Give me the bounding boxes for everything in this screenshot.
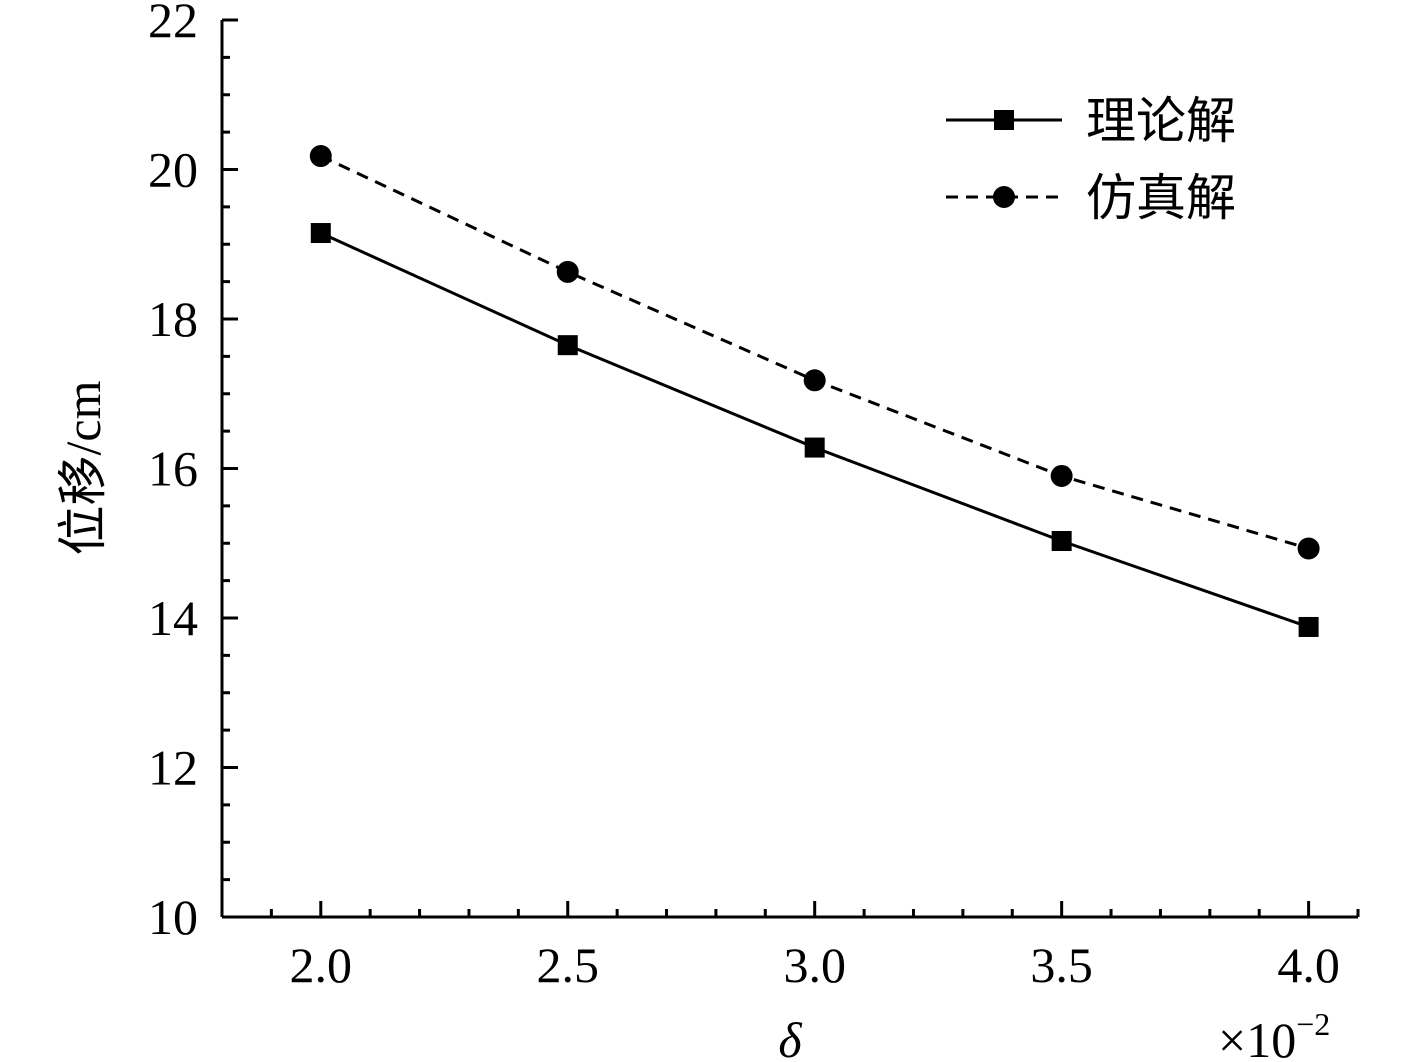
legend-label: 理论解 (1086, 93, 1236, 149)
y-tick-label: 20 (148, 142, 198, 198)
x-tick-label: 3.5 (1030, 937, 1093, 993)
data-point (556, 260, 579, 283)
x-axis-title: δ (778, 1012, 802, 1062)
data-point (804, 437, 825, 458)
x-tick-label: 4.0 (1277, 937, 1340, 993)
series-2 (309, 145, 1320, 560)
x-axis-multiplier: ×10−2 (1218, 1006, 1330, 1062)
data-point (309, 145, 332, 168)
data-point (1298, 616, 1319, 637)
series-layer (309, 145, 1320, 637)
y-tick-label: 18 (148, 291, 198, 347)
y-axis-ticks: 10 12 14 16 18 20 22 (148, 0, 238, 945)
legend-marker (994, 110, 1014, 130)
x-multiplier-base: ×10 (1218, 1012, 1296, 1062)
data-point (1050, 464, 1073, 487)
y-tick-label: 14 (148, 590, 198, 646)
y-axis-title: 位移/cm (55, 380, 111, 555)
x-multiplier-exponent: −2 (1296, 1006, 1330, 1042)
data-point (310, 223, 331, 244)
x-tick-label: 2.0 (290, 937, 353, 993)
data-point (803, 369, 826, 392)
legend-label: 仿真解 (1086, 170, 1236, 226)
data-point (1051, 531, 1072, 552)
series-line (320, 231, 1310, 629)
legend-marker (993, 186, 1015, 208)
series-1 (310, 223, 1319, 637)
x-tick-label: 3.0 (783, 937, 846, 993)
y-tick-label: 12 (148, 740, 198, 796)
data-point (557, 335, 578, 356)
y-tick-label: 10 (148, 889, 198, 945)
axes (220, 20, 1358, 919)
data-point (1297, 537, 1320, 560)
y-tick-label: 22 (148, 0, 198, 48)
legend-item: 理论解 (946, 93, 1236, 149)
x-axis-ticks: 2.0 2.5 3.0 3.5 4.0 (269, 901, 1360, 993)
x-tick-label: 2.5 (536, 937, 599, 993)
y-tick-label: 16 (148, 441, 198, 497)
legend-item: 仿真解 (946, 170, 1236, 226)
